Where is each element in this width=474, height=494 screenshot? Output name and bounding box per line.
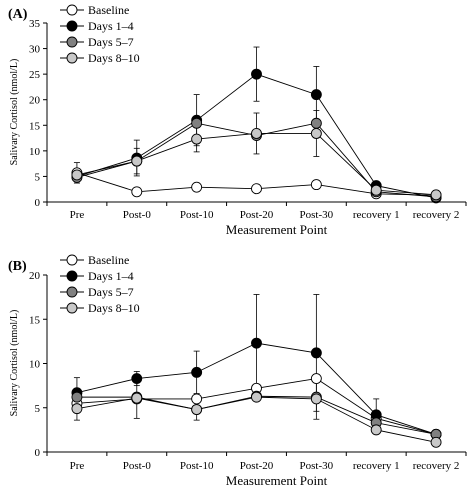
legend-marker	[66, 4, 78, 16]
data-point	[131, 373, 143, 384]
legend-label: Days 1–4	[88, 19, 134, 33]
data-point	[310, 179, 322, 191]
x-tick-label: Post-0	[123, 209, 152, 221]
x-tick-label: Pre	[70, 209, 85, 221]
data-point	[310, 117, 322, 129]
legend-label: Days 5–7	[88, 285, 134, 299]
x-tick-label: Post-10	[180, 209, 214, 221]
panel-a: (A) 0 5 10 15 20 25 30 35 Pre Post-0 Post-10 Post-20…	[8, 3, 467, 237]
panel-label: (B)	[8, 259, 27, 274]
y-tick-label: 20	[29, 95, 41, 107]
data-point	[71, 403, 83, 415]
data-point	[251, 68, 262, 80]
data-point	[131, 392, 143, 404]
data-point	[191, 133, 203, 145]
legend-marker	[66, 52, 78, 64]
data-point	[370, 184, 382, 196]
x-tick-label: Post-20	[240, 209, 274, 221]
y-tick-label: 0	[35, 447, 41, 459]
y-tick-label: 35	[29, 18, 41, 30]
data-point	[251, 391, 262, 403]
data-point	[251, 128, 262, 139]
legend-label: Days 8–10	[88, 301, 140, 315]
y-tick-label: 20	[29, 270, 41, 282]
data-point	[310, 347, 322, 359]
panel-b: (B) 0 5 10 15 20 Pre Post-0 Post-10 Post-20 Post-3…	[8, 253, 467, 488]
legend-marker	[66, 286, 78, 298]
legend-marker	[66, 254, 78, 266]
y-tick-label: 10	[29, 146, 41, 158]
x-tick-label: Pre	[70, 460, 85, 472]
legend-label: Days 5–7	[88, 35, 134, 49]
data-point	[251, 337, 262, 349]
data-point	[251, 183, 262, 195]
data-point	[191, 393, 203, 405]
x-tick-label: recovery 2	[413, 209, 460, 221]
data-point	[430, 189, 442, 201]
legend-marker	[66, 270, 78, 282]
data-point	[310, 393, 322, 405]
x-tick-label: recovery 2	[413, 460, 460, 472]
y-tick-label: 15	[29, 314, 41, 326]
x-tick-label: Post-0	[123, 460, 152, 472]
x-tick-label: Post-30	[300, 209, 334, 221]
legend-marker	[66, 36, 78, 48]
data-point	[430, 436, 442, 448]
x-tick-label: recovery 1	[353, 209, 400, 221]
data-point	[191, 181, 203, 193]
panel-label: (A)	[8, 7, 28, 22]
y-tick-label: 5	[35, 403, 41, 415]
legend-label: Days 8–10	[88, 51, 140, 65]
legend-marker	[66, 20, 78, 32]
data-point	[191, 366, 203, 378]
x-axis-title: Measurement Point	[226, 222, 328, 237]
data-point	[131, 186, 143, 198]
data-point	[131, 155, 143, 167]
y-tick-label: 15	[29, 120, 41, 132]
data-point	[71, 391, 83, 403]
y-tick-label: 25	[29, 69, 41, 81]
legend-label: Days 1–4	[88, 269, 134, 283]
y-tick-label: 0	[35, 197, 41, 209]
y-tick-label: 30	[29, 44, 41, 56]
data-point	[191, 117, 203, 129]
legend-label: Baseline	[88, 253, 129, 267]
legend-marker	[66, 302, 78, 314]
data-point	[310, 373, 322, 384]
y-tick-label: 5	[35, 171, 41, 183]
data-point	[310, 89, 322, 101]
x-tick-label: Post-30	[300, 460, 334, 472]
x-tick-label: Post-10	[180, 460, 214, 472]
y-axis-title: Salivary Cortisol (nmol/L)	[9, 59, 20, 166]
x-tick-label: Post-20	[240, 460, 274, 472]
data-point	[191, 404, 203, 415]
y-axis-title: Salivary Cortisol (nmol/L)	[9, 310, 20, 417]
x-axis-title: Measurement Point	[226, 473, 328, 488]
y-tick-label: 10	[29, 359, 41, 371]
data-point	[71, 169, 83, 181]
x-tick-label: recovery 1	[353, 460, 400, 472]
data-point	[370, 424, 382, 436]
data-point	[310, 128, 322, 139]
legend-label: Baseline	[88, 3, 129, 17]
